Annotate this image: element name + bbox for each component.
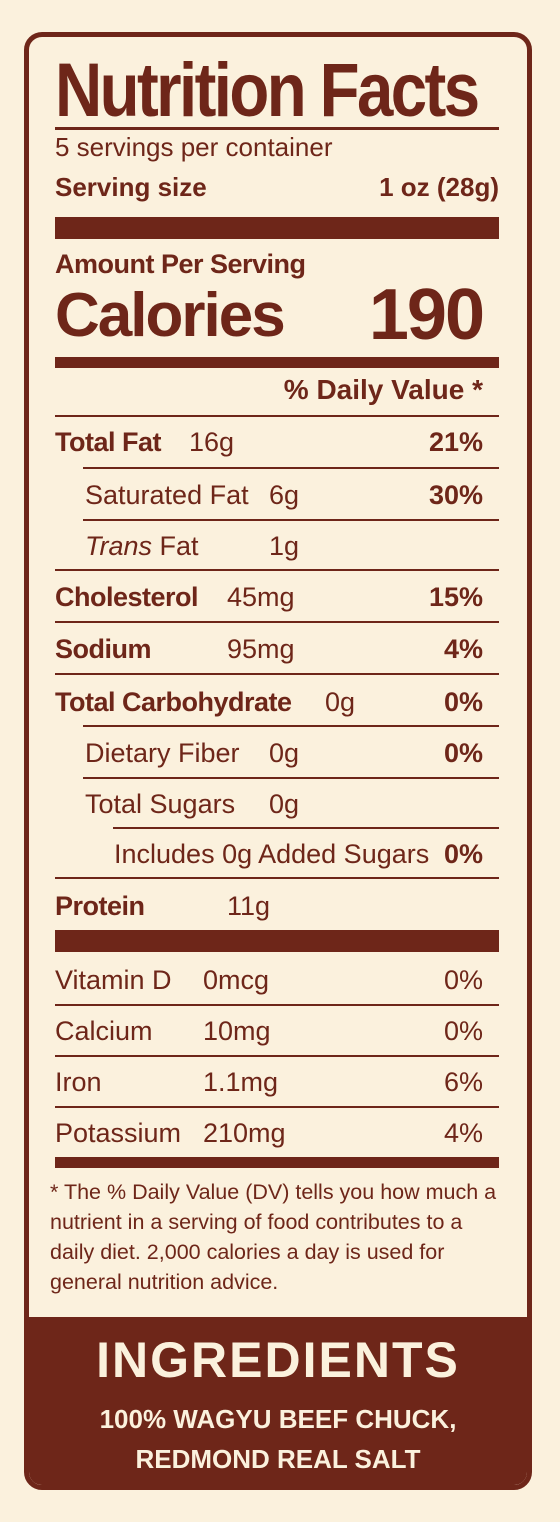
nutrient-name: Total Carbohydrate xyxy=(55,687,292,717)
vitamin-dv: 0% xyxy=(443,1016,483,1046)
divider xyxy=(113,827,499,829)
nutrient-amount: 0g xyxy=(269,789,300,819)
nutrient-row-trans-fat: Trans Fat 1g xyxy=(55,531,499,561)
divider xyxy=(83,777,499,779)
serving-size-label: Serving size xyxy=(55,172,207,202)
nutrient-dv: 15% xyxy=(428,582,483,612)
divider xyxy=(55,127,499,130)
vitamin-name: Iron xyxy=(55,1067,102,1097)
nutrient-name: Protein xyxy=(55,891,145,921)
divider xyxy=(83,467,499,469)
vitamin-row-vitamin-d: Vitamin D 0mcg 0% xyxy=(55,965,499,995)
divider xyxy=(83,519,499,521)
nutrition-facts-title: Nutrition Facts xyxy=(55,48,480,133)
nutrient-dv: 0% xyxy=(443,738,483,768)
daily-value-footnote: * The % Daily Value (DV) tells you how m… xyxy=(50,1180,497,1294)
serving-size-row: Serving size 1 oz (28g) xyxy=(55,174,499,200)
nutrient-name: Sodium xyxy=(55,634,152,664)
nutrient-amount: 95mg xyxy=(227,634,295,664)
servings-per-container: 5 servings per container xyxy=(55,132,333,162)
nutrient-row-cholesterol: Cholesterol 45mg 15% xyxy=(55,582,499,612)
thick-divider xyxy=(55,217,499,239)
nutrient-dv: 0% xyxy=(443,687,483,717)
medium-divider xyxy=(55,357,499,368)
nutrient-row-total-fat: Total Fat 16g 21% xyxy=(55,427,499,457)
ingredients-line: REDMOND REAL SALT xyxy=(135,1444,421,1474)
divider xyxy=(55,673,499,675)
nutrient-dv: 30% xyxy=(428,480,483,510)
vitamin-row-potassium: Potassium 210mg 4% xyxy=(55,1118,499,1148)
vitamin-amount: 0mcg xyxy=(203,965,270,995)
nutrient-row-dietary-fiber: Dietary Fiber 0g 0% xyxy=(55,738,499,768)
divider xyxy=(55,877,499,879)
vitamin-dv: 0% xyxy=(443,965,483,995)
ingredients-list: 100% WAGYU BEEF CHUCK, REDMOND REAL SALT xyxy=(29,1399,527,1479)
nutrition-label: Nutrition Facts 5 servings per container… xyxy=(24,32,532,1490)
vitamin-dv: 6% xyxy=(443,1067,483,1097)
ingredients-line: 100% WAGYU BEEF CHUCK, xyxy=(99,1404,457,1434)
thick-divider xyxy=(55,930,499,952)
nutrient-dv: 4% xyxy=(443,634,483,664)
serving-size-value: 1 oz (28g) xyxy=(379,172,499,202)
nutrient-dv: 0% xyxy=(443,839,483,869)
medium-divider xyxy=(55,1157,499,1168)
fat-word: Fat xyxy=(152,531,199,561)
ingredients-panel: INGREDIENTS 100% WAGYU BEEF CHUCK, REDMO… xyxy=(29,1317,527,1485)
vitamin-amount: 1.1mg xyxy=(203,1067,279,1097)
nutrient-amount: 1g xyxy=(269,531,300,561)
nutrient-row-protein: Protein 11g xyxy=(55,891,499,921)
divider xyxy=(83,725,499,727)
daily-value-header: % Daily Value * xyxy=(283,374,483,405)
amount-per-serving: Amount Per Serving xyxy=(55,249,306,279)
nutrient-amount: 16g xyxy=(189,427,235,457)
calories-value: 190 xyxy=(368,275,485,355)
nutrient-row-total-sugars: Total Sugars 0g xyxy=(55,789,499,819)
vitamin-amount: 210mg xyxy=(203,1118,286,1148)
nutrient-amount: 0g xyxy=(325,687,356,717)
divider xyxy=(55,569,499,571)
nutrient-row-total-carbohydrate: Total Carbohydrate 0g 0% xyxy=(55,687,499,717)
vitamin-name: Calcium xyxy=(55,1016,153,1046)
divider xyxy=(55,415,499,417)
vitamin-name: Potassium xyxy=(55,1118,182,1148)
divider xyxy=(55,1106,499,1108)
nutrient-name-trans-fat: Trans Fat xyxy=(85,531,199,561)
nutrient-name: Saturated Fat xyxy=(85,480,249,510)
nutrient-row-sodium: Sodium 95mg 4% xyxy=(55,634,499,664)
nutrient-amount: 6g xyxy=(269,480,300,510)
nutrient-name: Includes 0g Added Sugars xyxy=(114,839,430,869)
nutrient-name: Dietary Fiber xyxy=(85,738,240,768)
nutrient-row-added-sugars: Includes 0g Added Sugars 0% xyxy=(55,839,499,869)
vitamin-dv: 4% xyxy=(443,1118,483,1148)
calories-label: Calories xyxy=(55,281,286,350)
vitamin-row-iron: Iron 1.1mg 6% xyxy=(55,1067,499,1097)
vitamin-name: Vitamin D xyxy=(55,965,172,995)
nutrient-dv: 21% xyxy=(428,427,483,457)
divider xyxy=(55,1055,499,1057)
nutrient-name: Cholesterol xyxy=(55,582,199,612)
nutrient-amount: 0g xyxy=(269,738,300,768)
vitamin-row-calcium: Calcium 10mg 0% xyxy=(55,1016,499,1046)
nutrient-amount: 11g xyxy=(227,891,271,921)
vitamin-amount: 10mg xyxy=(203,1016,271,1046)
nutrient-row-saturated-fat: Saturated Fat 6g 30% xyxy=(55,480,499,510)
nutrient-name: Total Sugars xyxy=(85,789,236,819)
trans-italic: Trans xyxy=(85,531,153,561)
ingredients-title: INGREDIENTS xyxy=(96,1332,460,1388)
nutrient-amount: 45mg xyxy=(227,582,295,612)
nutrient-name: Total Fat xyxy=(55,427,162,457)
divider xyxy=(55,621,499,623)
divider xyxy=(55,1004,499,1006)
